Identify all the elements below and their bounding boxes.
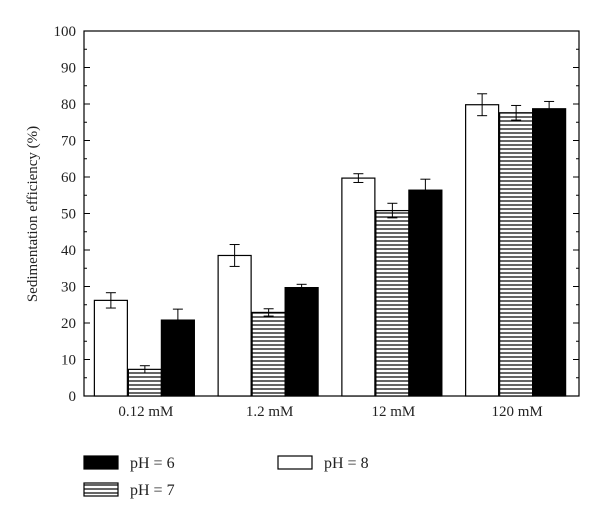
x-tick-label: 12 mM (371, 404, 415, 420)
y-tick-label: 30 (61, 280, 76, 296)
y-tick-label: 100 (54, 24, 77, 40)
y-tick-label: 60 (61, 170, 76, 186)
x-tick-label: 120 mM (491, 404, 542, 420)
legend-swatch (83, 482, 119, 497)
bar (532, 108, 567, 397)
y-tick-label: 0 (69, 389, 77, 405)
y-tick-label: 20 (61, 316, 76, 332)
legend-swatch (277, 455, 313, 470)
bar (499, 112, 534, 397)
y-tick-label: 50 (61, 207, 76, 223)
bar (93, 299, 128, 397)
plot-area: 0 10 20 30 40 50 60 70 80 90 100 0.12 mM 1.2 mM 12 mM… (54, 24, 580, 420)
legend-label: pH = 6 (130, 455, 175, 472)
bar (408, 189, 443, 397)
y-tick-label: 10 (61, 353, 76, 369)
y-axis-label: Sedimentation efficiency (%) (25, 126, 41, 302)
y-tick-label: 40 (61, 243, 76, 259)
legend: pH = 6 pH = 8 pH = 7 (83, 455, 369, 499)
x-tick-label: 1.2 mM (246, 404, 294, 420)
bar (284, 286, 319, 397)
y-tick-label: 90 (61, 61, 76, 77)
x-tick-label: 0.12 mM (118, 404, 173, 420)
y-tick-label: 80 (61, 97, 76, 113)
legend-label: pH = 7 (130, 482, 175, 499)
bar (160, 319, 195, 397)
bar (375, 209, 410, 397)
bar (341, 177, 376, 397)
bar (251, 311, 286, 397)
bar (465, 104, 500, 397)
y-tick-label: 70 (61, 134, 76, 150)
legend-label: pH = 8 (324, 455, 369, 472)
legend-swatch (83, 455, 119, 470)
bar (217, 254, 252, 397)
